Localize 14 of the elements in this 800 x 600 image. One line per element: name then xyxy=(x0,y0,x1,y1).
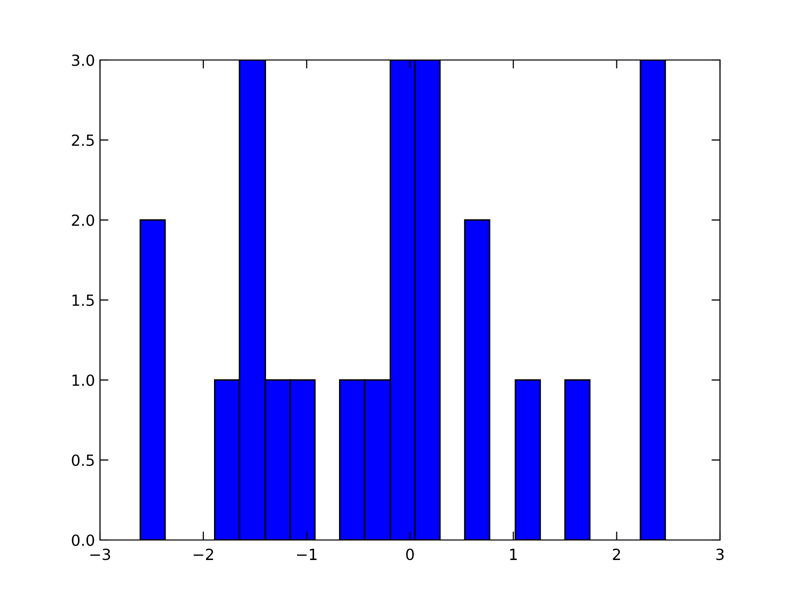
x-tick-label: −3 xyxy=(90,548,110,560)
y-tick-label: 1.5 xyxy=(72,294,94,306)
x-tick-label: 2 xyxy=(612,548,620,560)
y-tick-label: 1.0 xyxy=(72,374,94,386)
x-tick-label: 3 xyxy=(716,548,724,560)
x-tick-label: −2 xyxy=(194,548,214,560)
y-tick-label: 2.5 xyxy=(72,134,94,146)
x-tick-label: 1 xyxy=(510,548,517,560)
y-tick-label: 2.0 xyxy=(72,214,94,226)
x-tick-label: 0 xyxy=(406,548,414,560)
y-tick-label: 0.0 xyxy=(72,534,94,546)
x-tick-label: −1 xyxy=(297,548,317,560)
y-tick-label: 3.0 xyxy=(72,54,94,66)
y-tick-label: 0.5 xyxy=(72,454,94,466)
